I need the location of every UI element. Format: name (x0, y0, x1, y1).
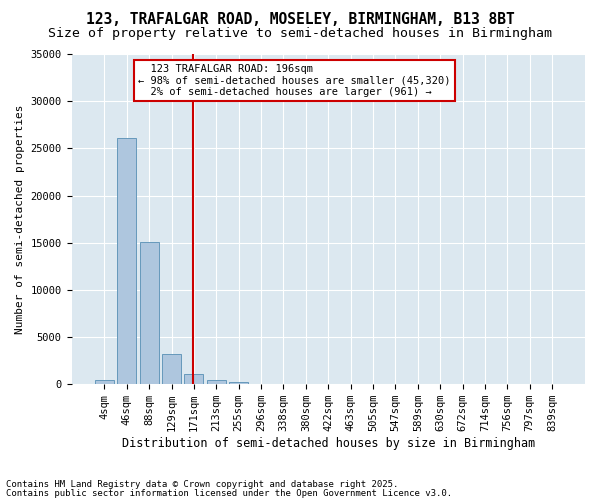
Text: 123, TRAFALGAR ROAD, MOSELEY, BIRMINGHAM, B13 8BT: 123, TRAFALGAR ROAD, MOSELEY, BIRMINGHAM… (86, 12, 514, 28)
Bar (95, 380, 114, 384)
Bar (162, 354, 181, 384)
Bar (140, 242, 158, 384)
Text: Contains public sector information licensed under the Open Government Licence v3: Contains public sector information licen… (6, 488, 452, 498)
Y-axis label: Number of semi-detached properties: Number of semi-detached properties (15, 104, 25, 334)
Text: Contains HM Land Registry data © Crown copyright and database right 2025.: Contains HM Land Registry data © Crown c… (6, 480, 398, 489)
Bar (117, 138, 136, 384)
X-axis label: Distribution of semi-detached houses by size in Birmingham: Distribution of semi-detached houses by … (122, 437, 535, 450)
Text: Size of property relative to semi-detached houses in Birmingham: Size of property relative to semi-detach… (48, 28, 552, 40)
Bar (207, 380, 226, 384)
Bar (184, 374, 203, 384)
Bar (229, 382, 248, 384)
Text: 123 TRAFALGAR ROAD: 196sqm
← 98% of semi-detached houses are smaller (45,320)
  : 123 TRAFALGAR ROAD: 196sqm ← 98% of semi… (138, 64, 451, 97)
